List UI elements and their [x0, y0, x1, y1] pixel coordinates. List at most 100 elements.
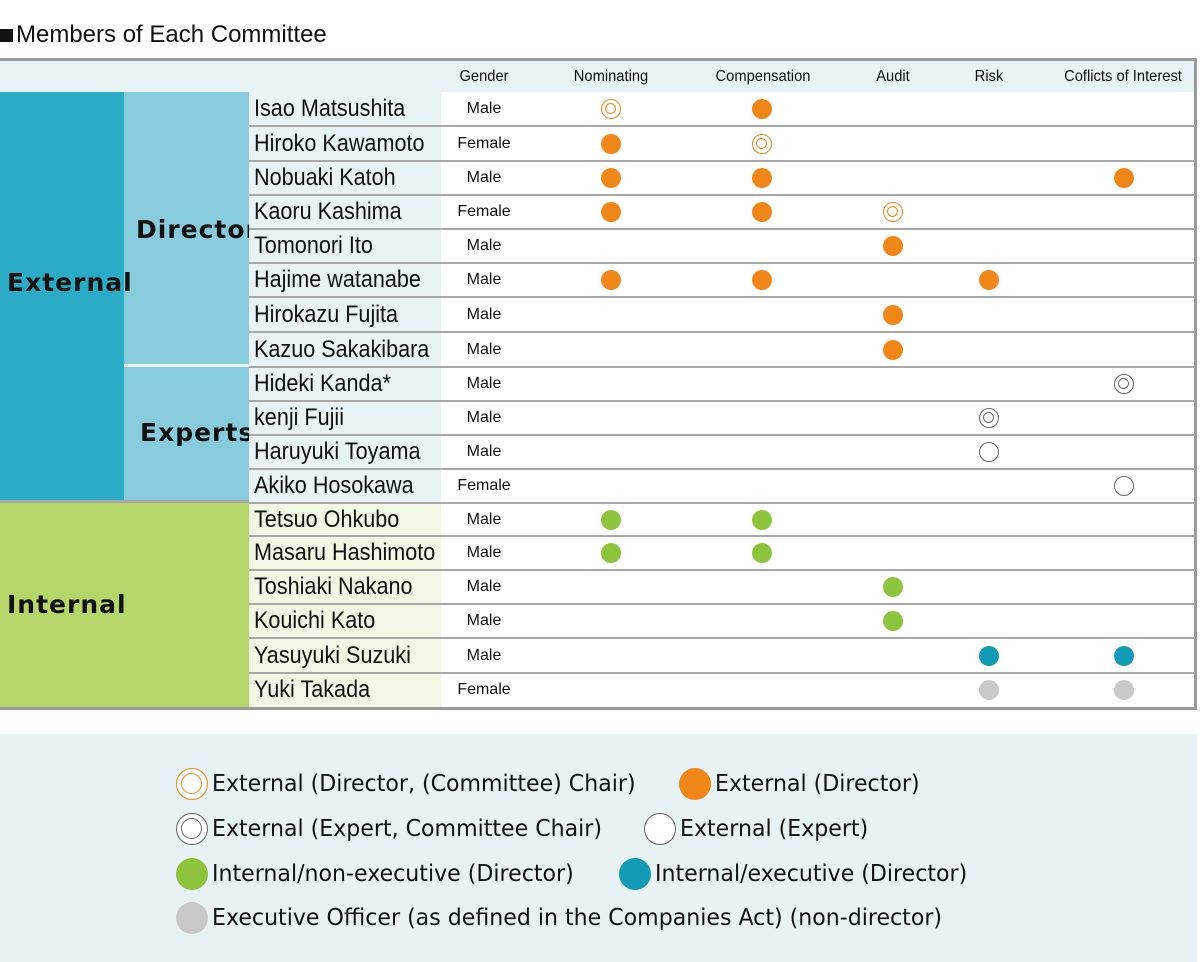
- row-divider: [249, 400, 1195, 402]
- double-circle-orange-icon: [176, 768, 208, 800]
- member-name-text: Tomonori Ito: [254, 232, 373, 259]
- member-name: Toshiaki Nakano: [249, 570, 441, 604]
- member-gender: Male: [466, 510, 502, 528]
- member-name: kenji Fujii: [249, 401, 441, 435]
- member-name-text: Yuki Takada: [254, 676, 371, 703]
- member-gender: Male: [466, 544, 502, 561]
- page-title-text: Members of Each Committee: [16, 21, 327, 48]
- legend-item-ext-expert-chair: External (Expert, Committee Chair): [176, 813, 618, 845]
- row-divider: [249, 569, 1195, 571]
- director-experts-divider: [124, 364, 249, 367]
- filled-circle-green-icon: [752, 509, 772, 530]
- member-name-text: Toshiaki Nakano: [254, 573, 413, 600]
- table-header-row: [0, 61, 1194, 92]
- row-divider: [249, 535, 1195, 537]
- member-gender: Female: [457, 203, 511, 220]
- filled-circle-green-icon: [601, 543, 621, 563]
- member-gender: Male: [466, 375, 502, 392]
- open-circle-icon: [1114, 476, 1134, 496]
- member-name: Hajime watanabe: [249, 263, 441, 297]
- row-divider: [249, 366, 1195, 368]
- filled-circle-orange-icon: [601, 202, 621, 222]
- external-internal-divider: [0, 500, 249, 503]
- member-gender: Male: [466, 305, 502, 323]
- member-gender: Male: [466, 612, 502, 629]
- member-name-text: Hiroko Kawamoto: [254, 129, 425, 157]
- filled-circle-green-icon: [176, 858, 208, 890]
- member-name: Kouichi Kato: [249, 604, 441, 638]
- filled-circle-orange-icon: [883, 236, 903, 256]
- member-name-text: Masaru Hashimoto: [254, 539, 436, 566]
- member-name: Tomonori Ito: [249, 229, 441, 263]
- internal-group-block: [0, 503, 249, 707]
- member-gender: Male: [466, 169, 502, 186]
- director-label: Director: [136, 215, 259, 244]
- row-divider: [249, 160, 1195, 162]
- member-gender: Male: [466, 646, 502, 664]
- legend-item-exec-officer: Executive Officer (as defined in the Com…: [176, 902, 972, 934]
- member-name: Akiko Hosokawa: [249, 469, 441, 503]
- open-circle-icon: [979, 442, 999, 462]
- filled-circle-orange-icon: [752, 270, 772, 290]
- filled-circle-orange-icon: [752, 202, 772, 222]
- member-name-text: Tetsuo Ohkubo: [254, 505, 400, 533]
- double-circle-gray-icon: [1114, 374, 1134, 394]
- filled-circle-green-icon: [883, 611, 903, 631]
- filled-circle-gray-icon: [979, 680, 999, 700]
- filled-circle-teal-icon: [979, 645, 999, 666]
- row-divider: [249, 228, 1195, 230]
- col-header-conflicts: Coflicts of Interest: [1064, 68, 1182, 85]
- member-gender: Female: [457, 681, 511, 698]
- filled-circle-orange-icon: [601, 270, 621, 290]
- filled-circle-gray-icon: [176, 902, 208, 934]
- member-gender: Male: [466, 237, 502, 254]
- legend-item-ext-expert: External (Expert): [644, 813, 876, 845]
- col-header-nominating: Nominating: [573, 68, 649, 85]
- row-divider: [249, 125, 1195, 127]
- filled-circle-orange-icon: [883, 304, 903, 325]
- legend: External (Director, (Committee) Chair) E…: [0, 734, 1197, 962]
- member-name-text: Hajime watanabe: [254, 266, 421, 293]
- member-gender: Male: [466, 443, 502, 460]
- filled-circle-teal-icon: [1114, 645, 1134, 666]
- member-gender: Female: [457, 477, 511, 494]
- row-divider: [249, 296, 1195, 298]
- row-divider: [249, 502, 1195, 504]
- filled-circle-orange-icon: [601, 133, 621, 154]
- filled-circle-orange-icon: [979, 270, 999, 290]
- row-divider: [249, 672, 1195, 674]
- double-circle-gray-icon: [979, 408, 999, 428]
- row-divider: [249, 603, 1195, 605]
- member-name-text: Haruyuki Toyama: [254, 438, 421, 465]
- square-bullet-icon: [0, 28, 13, 42]
- member-name-text: Isao Matsushita: [254, 95, 406, 122]
- member-name-text: Nobuaki Katoh: [254, 164, 396, 191]
- external-group-block: [0, 92, 124, 502]
- member-name-text: Kouichi Kato: [254, 607, 376, 634]
- filled-circle-orange-icon: [883, 339, 903, 360]
- member-gender: Female: [457, 134, 511, 152]
- member-name: Hiroko Kawamoto: [249, 126, 441, 161]
- double-circle-gray-icon: [176, 813, 208, 845]
- experts-group-block: [124, 367, 249, 502]
- member-name-text: Hirokazu Fujita: [254, 300, 399, 328]
- member-name: Kazuo Sakakibara: [249, 332, 441, 367]
- member-name: Tetsuo Ohkubo: [249, 503, 441, 536]
- col-header-compensation: Compensation: [715, 68, 811, 85]
- member-gender: Male: [466, 100, 502, 117]
- member-name: Yasuyuki Suzuki: [249, 638, 441, 673]
- filled-circle-green-icon: [601, 509, 621, 530]
- col-header-risk: Risk: [974, 68, 1004, 85]
- filled-circle-green-icon: [883, 577, 903, 597]
- filled-circle-gray-icon: [1114, 680, 1134, 700]
- row-divider: [249, 194, 1195, 196]
- member-name-text: Hideki Kanda*: [254, 370, 391, 397]
- internal-label: Internal: [7, 590, 127, 619]
- member-gender: Male: [466, 271, 502, 288]
- member-name-text: Kazuo Sakakibara: [254, 335, 430, 363]
- page-title: Members of Each Committee: [0, 20, 327, 50]
- legend-item-ext-dir: External (Director): [679, 768, 928, 800]
- director-group-block: [124, 92, 249, 366]
- filled-circle-orange-icon: [601, 168, 621, 188]
- member-gender: Male: [466, 578, 502, 595]
